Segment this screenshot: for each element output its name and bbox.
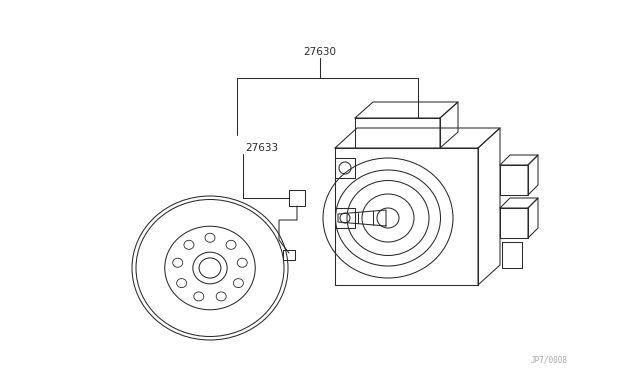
- Text: 27633: 27633: [245, 143, 278, 153]
- Text: 27630: 27630: [303, 47, 337, 57]
- Text: JP7/0008: JP7/0008: [531, 356, 568, 365]
